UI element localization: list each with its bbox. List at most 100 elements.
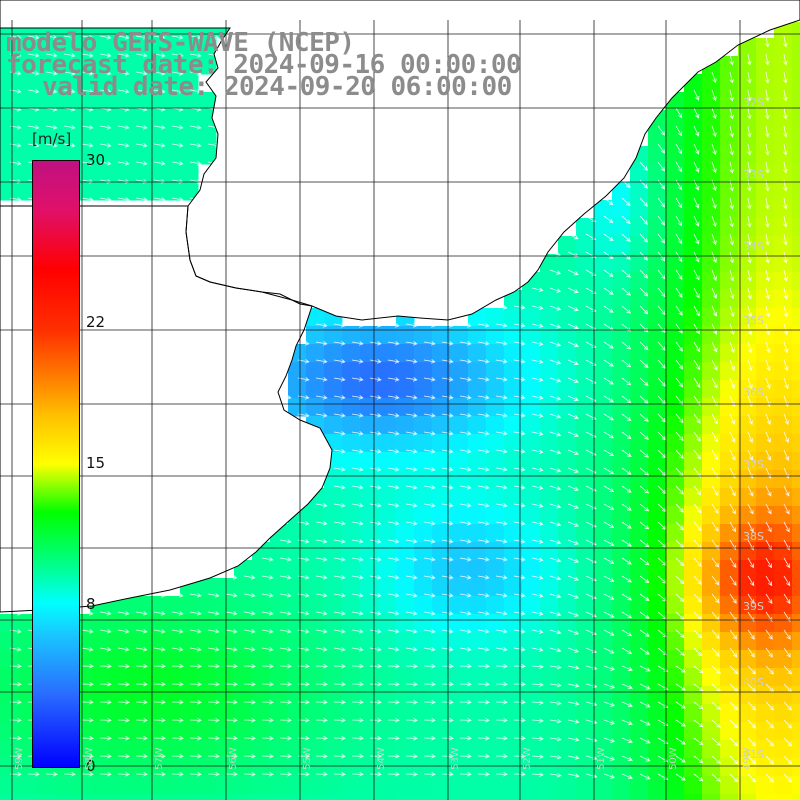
field-cell: [486, 470, 505, 489]
wind-arrow: [639, 737, 651, 744]
wind-arrow: [459, 431, 472, 436]
wind-arrow: [675, 287, 683, 298]
wind-arrow: [711, 485, 719, 497]
field-cell: [432, 380, 451, 399]
wind-arrow: [153, 197, 166, 202]
wind-arrow: [189, 593, 202, 598]
field-cell: [414, 578, 433, 597]
field-cell: [666, 632, 685, 651]
wind-arrow: [225, 771, 238, 777]
field-cell: [522, 776, 541, 795]
field-cell: [576, 326, 595, 345]
wind-arrow: [441, 539, 454, 544]
wind-arrow: [351, 413, 364, 418]
field-cell: [792, 452, 800, 471]
field-cell: [180, 650, 199, 669]
field-cell: [450, 722, 469, 741]
wind-arrow: [153, 143, 166, 148]
field-cell: [468, 452, 487, 471]
wind-arrow: [495, 575, 508, 580]
wind-arrow: [405, 611, 418, 616]
field-cell: [684, 794, 703, 800]
field-cell: [756, 578, 775, 597]
wind-arrow: [657, 305, 666, 316]
wind-arrow: [729, 737, 739, 747]
field-cell: [720, 398, 739, 417]
wind-arrow: [621, 611, 633, 619]
wind-arrow: [567, 575, 580, 581]
field-cell: [0, 722, 19, 741]
field-cell: [486, 794, 505, 800]
field-cell: [126, 614, 145, 633]
field-cell: [360, 416, 379, 435]
field-cell: [90, 38, 109, 57]
wind-arrow: [225, 647, 238, 652]
wind-arrow: [477, 503, 490, 508]
field-cell: [414, 722, 433, 741]
wind-arrow: [531, 395, 544, 400]
wind-arrow: [351, 647, 364, 652]
field-cell: [378, 758, 397, 777]
wind-arrow: [243, 575, 256, 580]
field-cell: [468, 524, 487, 543]
wind-arrow: [405, 359, 418, 364]
field-cell: [396, 398, 415, 417]
field-cell: [180, 164, 199, 183]
field-cell: [306, 668, 325, 687]
field-cell: [684, 776, 703, 795]
wind-arrow: [243, 753, 256, 759]
field-cell: [162, 110, 181, 129]
field-cell: [522, 452, 541, 471]
field-cell: [468, 686, 487, 705]
wind-arrow: [747, 647, 755, 658]
field-cell: [468, 470, 487, 489]
wind-arrow: [711, 323, 718, 335]
wind-arrow: [315, 717, 328, 723]
field-cell: [522, 470, 541, 489]
field-cell: [288, 398, 307, 417]
wind-arrow: [405, 717, 418, 723]
field-cell: [702, 686, 721, 705]
field-cell: [378, 614, 397, 633]
wind-arrow: [459, 521, 472, 526]
wind-arrow: [711, 251, 717, 264]
field-cell: [360, 542, 379, 561]
wind-arrow: [603, 755, 616, 761]
wind-arrow: [117, 611, 130, 616]
field-cell: [630, 632, 649, 651]
wind-arrow: [765, 161, 770, 174]
wind-arrow: [333, 771, 346, 777]
wind-arrow: [495, 771, 508, 777]
field-cell: [594, 686, 613, 705]
wind-arrow: [351, 681, 364, 687]
wind-arrow: [567, 503, 579, 509]
wind-arrow: [135, 753, 148, 759]
field-cell: [432, 434, 451, 453]
field-cell: [720, 578, 739, 597]
wind-arrow: [675, 629, 685, 638]
field-cell: [774, 614, 793, 633]
field-cell: [468, 416, 487, 435]
field-cell: [522, 704, 541, 723]
field-cell: [648, 434, 667, 453]
field-cell: [540, 326, 559, 345]
wind-arrow: [405, 431, 418, 436]
field-cell: [18, 182, 37, 201]
field-cell: [306, 560, 325, 579]
field-cell: [594, 776, 613, 795]
field-cell: [378, 524, 397, 543]
wind-arrow: [207, 663, 220, 669]
wind-arrow: [549, 557, 562, 563]
wind-arrow: [279, 395, 292, 400]
wind-arrow: [333, 647, 346, 652]
wind-arrow: [675, 737, 686, 745]
field-cell: [126, 164, 145, 183]
wind-arrow: [333, 717, 346, 723]
field-cell: [666, 668, 685, 687]
wind-arrow: [387, 735, 400, 741]
field-cell: [72, 794, 91, 800]
wind-arrow: [747, 107, 752, 120]
field-cell: [684, 218, 703, 237]
wind-arrow: [639, 665, 651, 672]
field-cell: [630, 470, 649, 489]
